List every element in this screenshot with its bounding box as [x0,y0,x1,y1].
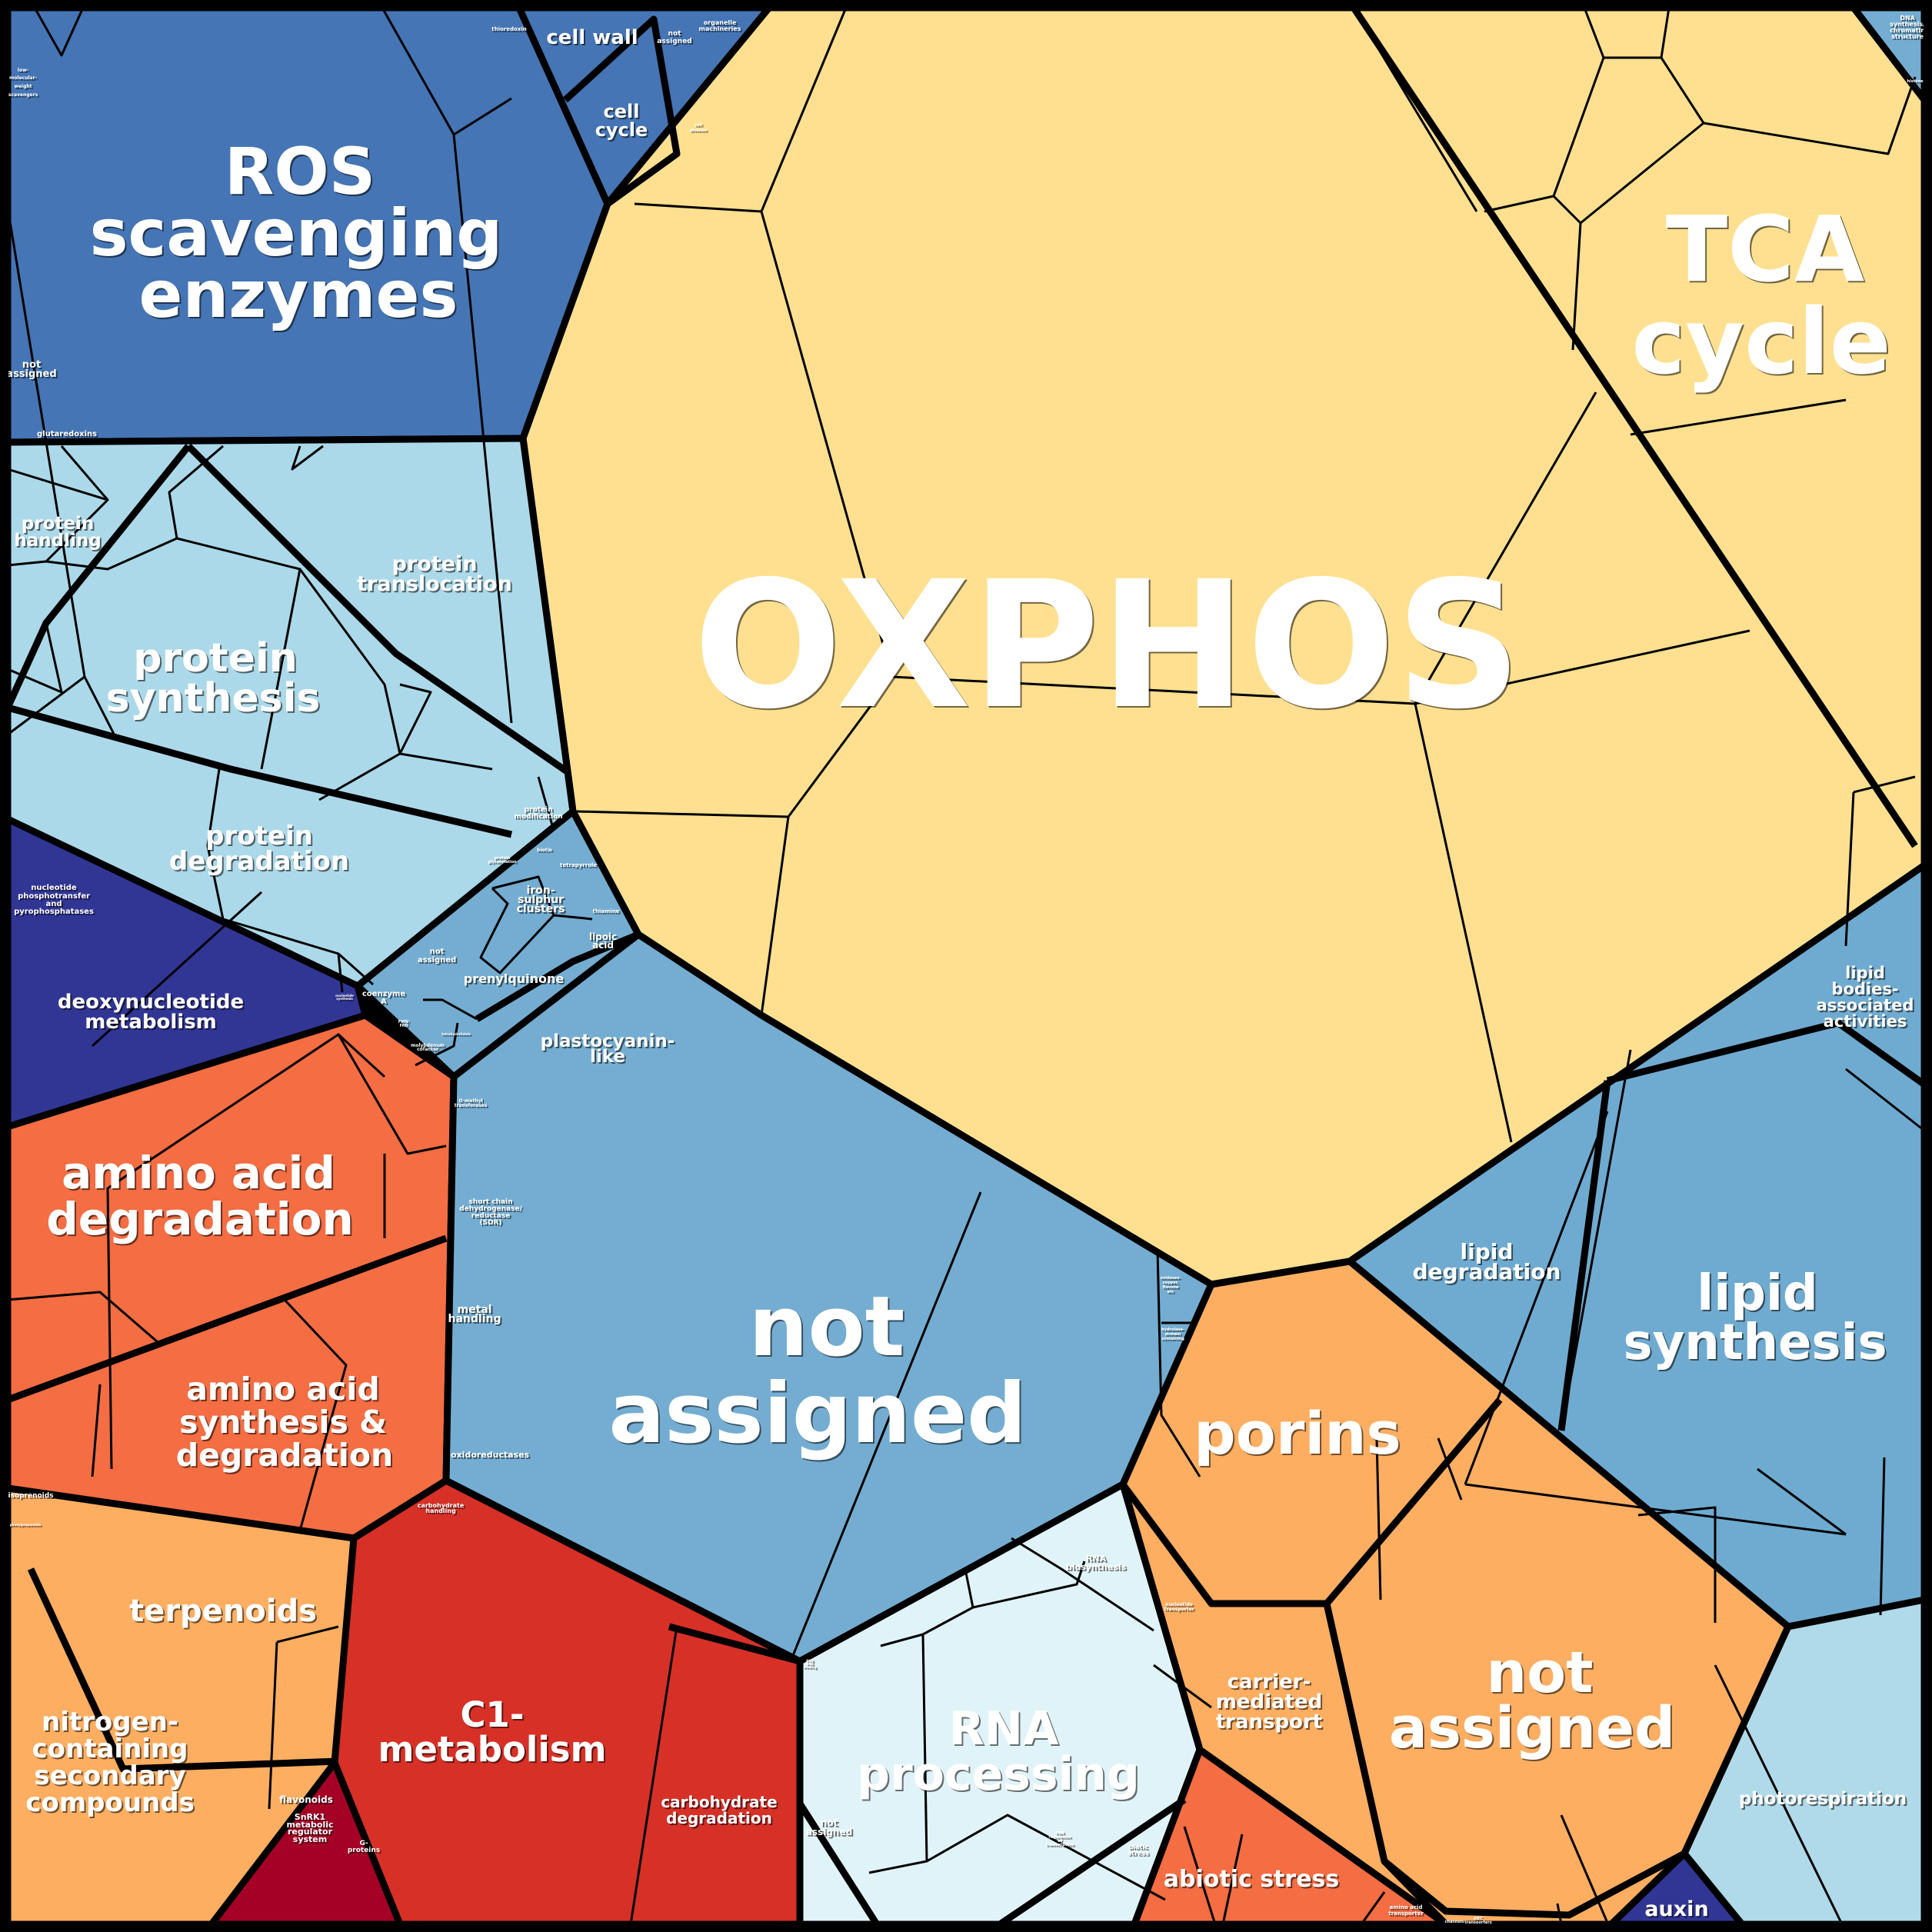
label-abiotic-stress[interactable]: abiotic stress [1164,1866,1340,1893]
label-carrier-mediated-transport[interactable]: carrier-mediated transport [1216,1671,1323,1734]
label-rna-regulation[interactable]: RNA regulation of transcription [1046,1831,1074,1847]
label-protein-degradation[interactable]: protein degradation [169,821,349,877]
label-phenylpropanoids[interactable]: phenylpropanoids [10,1523,42,1527]
border-cofactor-plasto [475,931,640,1022]
border-c1 [668,1623,801,1665]
label-molybdenum-cofactor[interactable]: molybdenum cofactor [411,1043,445,1052]
border-protein-translocation [185,443,571,776]
label-isoprenoids[interactable]: isoprenoids [8,1492,53,1500]
label-cell-division[interactable]: cell division [690,123,707,133]
label-thioredoxin[interactable]: thioredoxin [491,26,526,32]
label-flavonoids[interactable]: flavonoids [279,1794,333,1805]
label-nucleotide-transporter[interactable]: nucleotide transporter [1164,1602,1194,1612]
label-porins[interactable]: porins [1194,1399,1401,1467]
border-transport-porins [1120,1397,1503,1607]
label-not-assigned-cellwall[interactable]: not assigned [657,30,691,45]
label-terpenoids[interactable]: terpenoids [129,1594,317,1629]
label-sdr[interactable]: short chain dehydrogenase/reductase (SDR) [459,1198,522,1227]
label-auxin[interactable]: auxin [1644,1897,1708,1921]
label-rna-binding[interactable]: RNA RNA binding [803,1659,816,1669]
border-protein-groups [6,704,513,838]
label-rna-biosynthesis[interactable]: RNA biosynthesis [1066,1554,1127,1572]
label-organelle-machineries[interactable]: organelle machineries [699,19,741,32]
border-oxphos-tca [1351,5,1918,848]
label-protein-glycosylation[interactable]: protein glycosylation [488,856,517,864]
label-lipid-degradation[interactable]: lipid degradation [1413,1239,1561,1284]
border-lipid-degr [1557,1080,1611,1431]
label-low-molecular-weight-scavengers[interactable]: low-molecular-weight scavengers [8,68,38,98]
label-protein-translocation[interactable]: protein translocation [357,552,512,596]
label-not-assigned-transport[interactable]: not assigned [1389,1640,1675,1761]
label-lipoic-acid[interactable]: lipoic acid [589,931,617,951]
border-aa [6,1234,448,1404]
label-oxphos[interactable]: OXPHOS [693,543,1521,748]
label-iron-sulphur-clusters[interactable]: iron-sulphur clusters [517,884,565,915]
label-cell-cycle[interactable]: cell cycle [595,101,648,141]
label-lipid-bodies[interactable]: lipid bodies-associated activities [1817,964,1914,1031]
label-glutaredoxins[interactable]: glutaredoxins [37,430,97,438]
internal-lines [6,7,1925,1925]
label-prenylquinone[interactable]: prenylquinone [464,971,565,986]
label-nucleotide-phosphotransfer[interactable]: nucleotide phosphotransfer and pyrophosphat… [14,884,94,916]
border-cell-wall [562,15,681,207]
label-biotin[interactable]: biotin [537,848,552,853]
label-cell-wall[interactable]: cell wall [546,26,638,49]
border-lipid-bodies [1606,1019,1927,1088]
label-lipid-synthesis[interactable]: lipid synthesis [1623,1265,1887,1371]
label-channels[interactable]: channels [1444,1920,1464,1924]
labels: ROS scavenging enzymes cell wall cell cycle… [6,15,1925,1925]
label-metal-handling[interactable]: metal handling [448,1304,501,1325]
label-fmn-fad[interactable]: FMN/FAD [398,1020,410,1028]
label-hydrolase-domain[interactable]: hydrolase-domain containing [1161,1327,1184,1341]
label-amino-acid-degradation[interactable]: amino acid degradation [46,1147,354,1245]
label-protein-synthesis[interactable]: protein synthesis [106,635,321,721]
label-thiamine[interactable]: thiamine [593,908,620,914]
label-not-assigned-ros[interactable]: not assigned [6,359,56,380]
border-rna-reg [998,1797,1187,1927]
border-transport-bottom [1382,1850,1687,1919]
label-g-proteins[interactable]: G-proteins [348,1840,380,1854]
label-amino-acid-synthesis-degradation[interactable]: amino acid synthesis & degradation [176,1371,393,1474]
label-carbohydrate-degradation[interactable]: carbohydrate degradation [661,1793,777,1827]
label-carbohydrate-handling[interactable]: carbohydrate handling [418,1502,465,1514]
label-deoxynucleotide-metabolism[interactable]: deoxynucleotide metabolism [58,991,244,1034]
label-o-methyl-transferases[interactable]: O-methyl transferases [455,1098,488,1108]
label-dna-synthesis[interactable]: DNA synthesis/chromatin structure [1890,15,1925,40]
label-amino-acid-transporter[interactable]: amino acid transporter [1388,1904,1424,1917]
label-not-assigned-cofactor[interactable]: not assigned [418,948,456,964]
label-histone[interactable]: histone [1907,79,1924,84]
label-snrk1[interactable]: SnRK1 metabolic regulator system [286,1812,333,1844]
label-oxidases[interactable]: oxidases-copper, flavone etc [1161,1276,1181,1294]
label-abc-transporters[interactable]: ABC transporters [1464,1917,1491,1925]
label-protein-modification[interactable]: protein modification [514,806,562,821]
label-tetrapyrrole[interactable]: tetrapyrrole [560,862,597,868]
label-rna-processing[interactable]: RNA processing [857,1702,1140,1801]
label-nucleotide-synthesis[interactable]: nucleotide synthesis [335,994,354,1001]
label-photorespiration[interactable]: photorespiration [1739,1789,1907,1809]
label-ros-scavenging[interactable]: ROS scavenging enzymes [90,134,503,332]
label-biotic-stress[interactable]: biotic stress [1128,1844,1149,1857]
label-not-assigned-enzymes[interactable]: not assigned [608,1279,1026,1462]
label-protein-handling[interactable]: protein handling [14,514,101,551]
label-coenzyme-a[interactable]: coenzyme A [362,990,405,1006]
label-plastocyanin-like[interactable]: plastocyanin-like [541,1031,675,1067]
border-secondary [27,1567,339,1773]
label-nitrogen-containing-secondary-compounds[interactable]: nitrogen-containing secondary compounds [25,1707,195,1818]
label-c1-metabolism[interactable]: C1-metabolism [378,1694,607,1770]
label-tetrahydrofolate[interactable]: tetrahydrofolate [441,1032,471,1036]
label-oxidoreductases[interactable]: oxidoreductases [451,1450,530,1460]
label-tca-cycle[interactable]: TCA cycle [1631,196,1890,395]
label-not-assigned-rna[interactable]: not assigned [806,1817,852,1837]
border-rna-na [797,1801,880,1927]
